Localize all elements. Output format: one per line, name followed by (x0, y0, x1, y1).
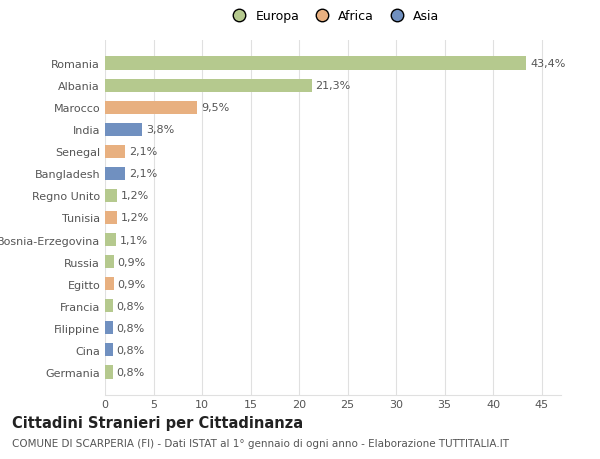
Bar (105, 57, 526, 71)
Text: 0,8%: 0,8% (116, 367, 145, 377)
Text: Cittadini Stranieri per Cittadinanza: Cittadini Stranieri per Cittadinanza (12, 415, 303, 431)
Bar (105, 277, 114, 291)
Legend: Europa, Africa, Asia: Europa, Africa, Asia (222, 5, 444, 28)
Text: 0,9%: 0,9% (118, 279, 146, 289)
Bar (105, 123, 142, 137)
Bar (105, 234, 116, 246)
Text: 0,9%: 0,9% (118, 257, 146, 267)
Bar (105, 299, 113, 313)
Bar (105, 190, 116, 202)
Text: 2,1%: 2,1% (129, 147, 158, 157)
Bar (105, 343, 113, 357)
Bar (105, 321, 113, 335)
Bar (105, 79, 311, 93)
Bar (105, 146, 125, 159)
Text: 0,8%: 0,8% (116, 301, 145, 311)
Text: 1,2%: 1,2% (121, 191, 149, 201)
Text: 21,3%: 21,3% (316, 81, 351, 91)
Bar (105, 256, 114, 269)
Text: COMUNE DI SCARPERIA (FI) - Dati ISTAT al 1° gennaio di ogni anno - Elaborazione : COMUNE DI SCARPERIA (FI) - Dati ISTAT al… (12, 438, 509, 448)
Text: 0,8%: 0,8% (116, 323, 145, 333)
Bar (105, 101, 197, 115)
Text: 0,8%: 0,8% (116, 345, 145, 355)
Bar (105, 212, 116, 224)
Text: 3,8%: 3,8% (146, 125, 174, 135)
Text: 43,4%: 43,4% (530, 59, 565, 69)
Text: 1,1%: 1,1% (119, 235, 148, 245)
Text: 2,1%: 2,1% (129, 169, 158, 179)
Text: 9,5%: 9,5% (201, 103, 229, 113)
Bar (105, 168, 125, 180)
Text: 1,2%: 1,2% (121, 213, 149, 223)
Bar (105, 365, 113, 379)
